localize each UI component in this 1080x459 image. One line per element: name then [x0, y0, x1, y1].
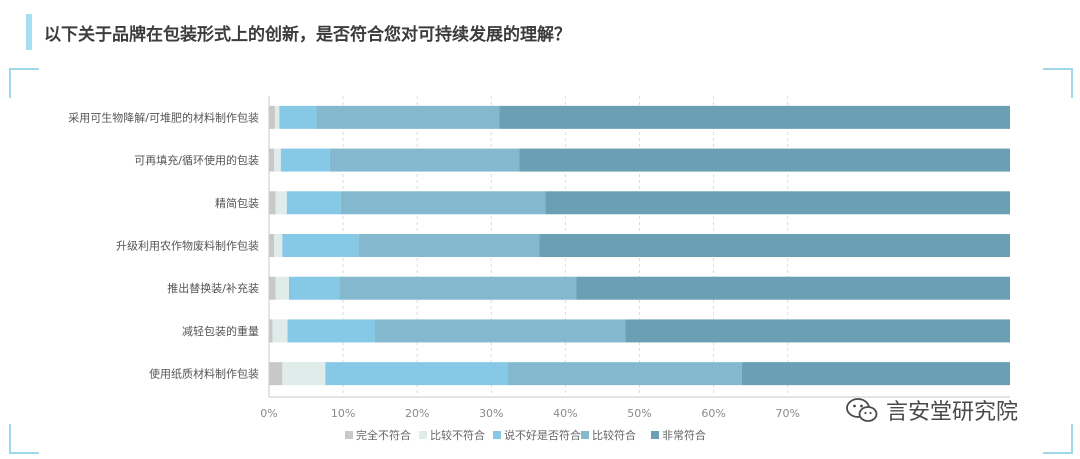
category-label: 可再填充/循环使用的包装	[134, 153, 259, 167]
corner-bracket-top-right	[1043, 68, 1073, 98]
legend-label: 说不好是否符合	[504, 428, 581, 442]
legend-label: 完全不符合	[356, 428, 411, 442]
bar-segment	[287, 319, 375, 343]
wechat-icon	[846, 398, 878, 422]
bar-segment	[519, 148, 1010, 172]
corner-bracket-bottom-left	[9, 424, 39, 454]
bar-segment	[282, 234, 359, 257]
category-label: 精简包装	[215, 196, 259, 210]
bar-segment	[358, 234, 540, 257]
bar-segment	[340, 191, 546, 215]
bar-segment	[374, 319, 626, 343]
legend-swatch	[419, 431, 427, 439]
bar-segment	[625, 319, 1010, 343]
category-label: 减轻包装的重量	[182, 324, 259, 338]
bar-segment	[539, 234, 1010, 257]
bar-segment	[325, 362, 508, 386]
bar-segment	[274, 234, 283, 257]
bar-segment	[286, 191, 341, 215]
bar-segment	[274, 105, 280, 129]
bar-segment	[499, 105, 1010, 129]
bar-segment	[280, 148, 330, 172]
category-label: 升级利用农作物废料制作包装	[116, 239, 259, 253]
bar-segment	[269, 234, 275, 257]
corner-bracket-bottom-right	[1043, 424, 1073, 454]
title-accent-bar	[26, 14, 32, 50]
bar-segment	[329, 148, 520, 172]
x-tick-label: 20%	[405, 407, 429, 420]
x-tick-label: 40%	[553, 407, 577, 420]
legend-label: 非常符合	[662, 428, 706, 442]
legend-swatch	[651, 431, 659, 439]
bar-segment	[576, 276, 1010, 300]
bar-segment	[274, 148, 281, 172]
x-tick-label: 0%	[260, 407, 277, 420]
bar-segment	[275, 276, 290, 300]
bar-segment	[269, 362, 283, 386]
x-tick-label: 60%	[701, 407, 725, 420]
x-tick-label: 50%	[627, 407, 651, 420]
brand-watermark: 言安堂研究院	[846, 394, 1018, 426]
bar-segment	[741, 362, 1010, 386]
legend-label: 比较符合	[592, 428, 636, 442]
bar-segment	[339, 276, 577, 300]
x-tick-label: 10%	[331, 407, 355, 420]
category-label: 采用可生物降解/可堆肥的材料制作包装	[68, 110, 259, 124]
legend-swatch	[493, 431, 501, 439]
bar-segment	[275, 191, 287, 215]
category-label: 使用纸质材料制作包装	[149, 367, 259, 381]
bar-segment	[316, 105, 500, 129]
bar-segment	[269, 319, 273, 343]
bar-segment	[289, 276, 340, 300]
bar-segment	[279, 105, 317, 129]
legend-swatch	[581, 431, 589, 439]
bar-segment	[269, 191, 276, 215]
legend-swatch	[345, 431, 353, 439]
bar-segment	[272, 319, 288, 343]
x-tick-label: 70%	[775, 407, 799, 420]
bar-segment	[269, 276, 276, 300]
bar-segment	[269, 105, 275, 129]
x-tick-label: 30%	[479, 407, 503, 420]
page-title: 以下关于品牌在包装形式上的创新，是否符合您对可持续发展的理解？	[44, 25, 571, 45]
legend-label: 比较不符合	[430, 428, 485, 442]
bar-segment	[282, 362, 326, 386]
corner-bracket-top-left	[9, 68, 39, 98]
category-label: 推出替换装/补充装	[167, 281, 259, 295]
bar-segment	[507, 362, 742, 386]
bar-segment	[269, 148, 275, 172]
bar-segment	[545, 191, 1010, 215]
brand-name: 言安堂研究院	[886, 400, 1019, 425]
